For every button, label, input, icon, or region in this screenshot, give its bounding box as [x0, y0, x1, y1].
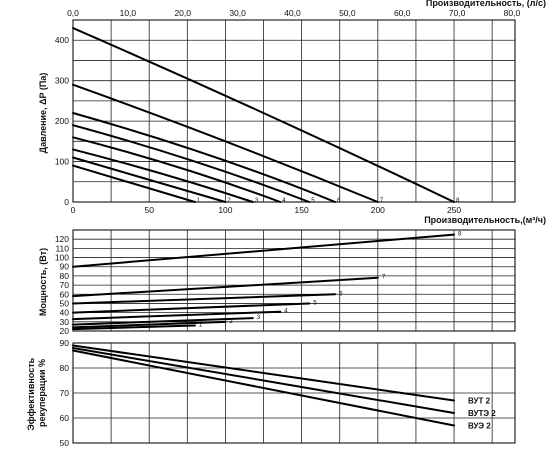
top-x-tick-label: 50,0 [339, 8, 356, 18]
pressure-panel: Производительность, (л/с) 01002003004000… [38, 0, 546, 225]
top-x-tick-label: 30,0 [229, 8, 246, 18]
x-tick-label: 200 [371, 205, 385, 215]
y-tick-label: 50 [60, 298, 70, 308]
y-tick-label: 50 [60, 438, 70, 448]
pressure-gridlines [73, 20, 515, 202]
pressure-plot-frame [72, 19, 516, 203]
y-tick-label: 80 [60, 271, 70, 281]
y-tick-label: 100 [55, 253, 69, 263]
series-end-label: 2 [227, 198, 231, 204]
series-line-8 [72, 27, 456, 203]
power-series: 1 2 3 4 5 6 7 8 [72, 232, 462, 331]
y-tick-label: 400 [55, 35, 69, 45]
series-end-label: 4 [284, 309, 288, 315]
top-x-tick-label: 0,0 [67, 8, 79, 18]
y-tick-label: 80 [60, 363, 70, 373]
series-line-4 [72, 136, 282, 203]
pressure-y-axis-title: Давление, ΔP (Па) [38, 73, 48, 154]
x-tick-label: 100 [218, 205, 232, 215]
y-tick-label: 110 [55, 243, 69, 253]
series-end-label: 6 [339, 291, 343, 297]
series-end-label: 8 [458, 232, 462, 238]
y-tick-label: 40 [60, 308, 70, 318]
series-end-label: 7 [382, 275, 386, 281]
series-line-1 [72, 344, 456, 402]
x-tick-label: 250 [447, 205, 461, 215]
pressure-top-x-axis-title: Производительность, (л/с) [426, 0, 546, 8]
y-tick-label: 20 [60, 326, 70, 336]
power-plot-frame [72, 229, 516, 332]
series-line-4 [72, 310, 282, 321]
top-x-tick-label: 20,0 [174, 8, 191, 18]
y-tick-label: 70 [60, 280, 70, 290]
series-line-3 [72, 349, 456, 427]
x-tick-label: 150 [295, 205, 309, 215]
series-end-label: ВУТЭ 2 [468, 409, 496, 418]
y-tick-label: 30 [60, 317, 70, 327]
series-line-7 [72, 276, 379, 298]
series-end-label: 6 [337, 198, 341, 204]
efficiency-y-axis-title: Эффективность рекуперации % [26, 355, 47, 430]
pressure-tick-labels: 0 100 200 300 400 0 50 100 150 200 250 0,0 10,0 20,0 3… [55, 8, 521, 215]
y-tick-label: 300 [55, 76, 69, 86]
series-line-2 [72, 320, 227, 329]
y-tick-label: 60 [60, 413, 70, 423]
top-x-tick-label: 70,0 [449, 8, 466, 18]
pressure-x-axis-title: Производительность,(м³/ч) [424, 215, 546, 225]
y-tick-label: 90 [60, 262, 70, 272]
series-line-2 [72, 347, 456, 414]
series-end-label: 3 [255, 198, 259, 204]
efficiency-panel: 50 60 70 80 90 ВУТ 2 ВУТЭ 2 ВУЭ 2 Эффективност… [26, 338, 516, 448]
series-line-1 [72, 164, 196, 203]
x-tick-label: 50 [144, 205, 154, 215]
top-x-tick-label: 10,0 [120, 8, 137, 18]
y-tick-label: 90 [60, 338, 70, 348]
series-end-label: ВУЭ 2 [468, 422, 491, 431]
power-y-axis-title: Мощность, (Вт) [38, 248, 48, 316]
series-line-3 [72, 148, 254, 203]
x-tick-label: 0 [71, 205, 76, 215]
series-end-label: 7 [380, 198, 384, 204]
series-line-2 [72, 156, 227, 203]
series-end-label: 3 [257, 315, 261, 321]
series-end-label: 8 [456, 198, 460, 204]
y-tick-label: 120 [55, 234, 69, 244]
top-x-tick-label: 60,0 [394, 8, 411, 18]
series-end-label: 1 [199, 322, 203, 328]
series-line-6 [72, 293, 337, 305]
series-end-label: 5 [311, 198, 315, 204]
y-tick-label: 100 [55, 157, 69, 167]
y-tick-label: 200 [55, 116, 69, 126]
efficiency-tick-labels: 50 60 70 80 90 [60, 338, 70, 448]
series-line-5 [72, 302, 311, 314]
efficiency-y-axis-title-line1: Эффективность [26, 357, 36, 430]
series-end-label: 1 [197, 198, 201, 204]
series-line-3 [72, 317, 254, 326]
series-end-label: ВУТ 2 [468, 397, 491, 406]
series-line-5 [72, 124, 311, 203]
series-end-label: 4 [282, 198, 286, 204]
series-line-1 [72, 324, 196, 331]
efficiency-series: ВУТ 2 ВУТЭ 2 ВУЭ 2 [72, 344, 496, 431]
series-line-8 [72, 233, 456, 268]
pressure-series: 1 2 3 4 5 6 7 8 [72, 27, 460, 204]
series-line-6 [72, 112, 337, 203]
top-x-tick-label: 40,0 [284, 8, 301, 18]
series-line-7 [72, 83, 379, 203]
series-end-label: 2 [229, 319, 233, 325]
series-end-label: 5 [313, 300, 317, 306]
y-tick-label: 70 [60, 388, 70, 398]
y-tick-label: 0 [64, 197, 69, 207]
top-x-tick-label: 80,0 [504, 8, 521, 18]
y-tick-label: 60 [60, 289, 70, 299]
efficiency-y-axis-title-line2: рекуперации % [37, 359, 47, 427]
